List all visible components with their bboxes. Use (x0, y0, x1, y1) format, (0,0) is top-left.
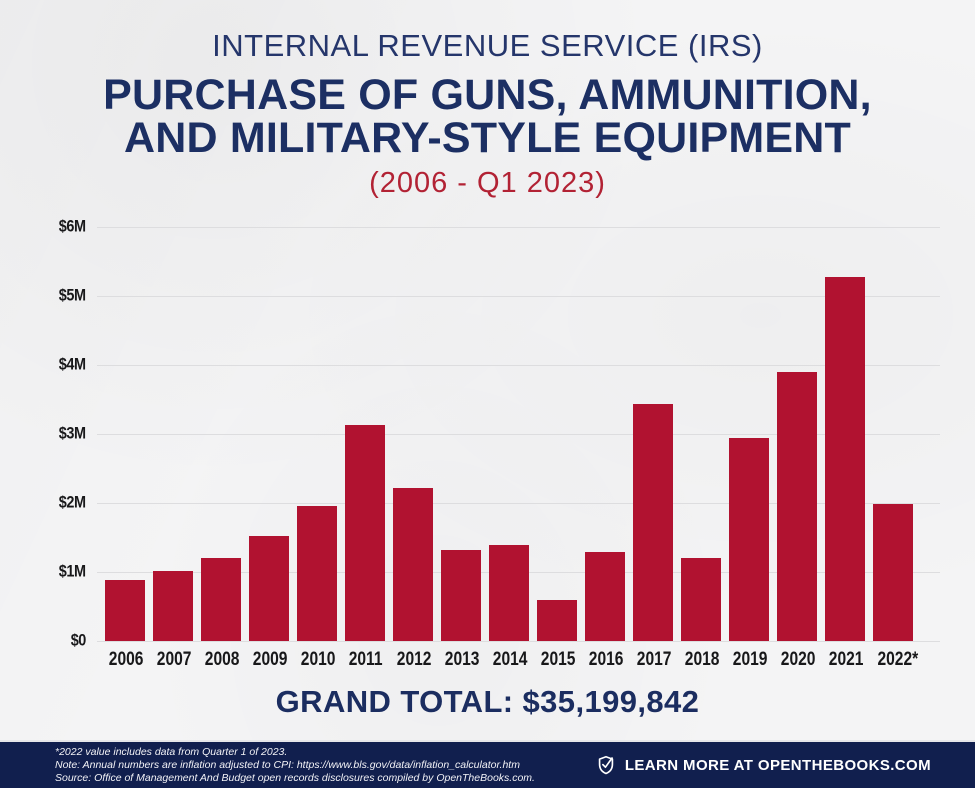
bar-2007 (153, 570, 193, 641)
bar-2010 (297, 506, 337, 641)
learn-more-cta: LEARN MORE AT OPENTHEBOOKS.COM (595, 754, 931, 776)
grand-total: GRAND TOTAL: $35,199,842 (275, 684, 700, 719)
x-tick-2016: 2016 (588, 649, 624, 670)
bar-2012 (393, 487, 433, 641)
x-tick-2015: 2015 (540, 649, 576, 670)
gridline-5m (97, 295, 940, 297)
x-axis-labels: 2006 2007 2008 2009 2010 2011 2012 2013 2014 2015… (105, 649, 919, 671)
x-tick-2019: 2019 (732, 649, 768, 670)
title-agency: INTERNAL REVENUE SERVICE (IRS) (212, 28, 763, 63)
y-tick-4m: $4M (59, 354, 86, 374)
x-tick-2006: 2006 (108, 649, 144, 670)
y-tick-5m: $5M (59, 285, 86, 305)
bar-2011 (345, 425, 385, 641)
y-tick-1m: $1M (59, 561, 86, 581)
x-tick-2020: 2020 (780, 649, 816, 670)
bar-2017 (633, 404, 673, 641)
footer-note-source: Source: Office of Management And Budget … (55, 771, 535, 784)
x-tick-2009: 2009 (252, 649, 288, 670)
footer-bar: *2022 value includes data from Quarter 1… (0, 740, 975, 788)
x-tick-2014: 2014 (492, 649, 528, 670)
bar-2014 (489, 545, 529, 641)
x-tick-2012: 2012 (396, 649, 432, 670)
title-date-range: (2006 - Q1 2023) (369, 167, 606, 199)
bar-series (105, 227, 913, 641)
y-tick-3m: $3M (59, 423, 86, 443)
footer-notes: *2022 value includes data from Quarter 1… (55, 746, 535, 785)
y-tick-2m: $2M (59, 492, 86, 512)
x-tick-2018: 2018 (684, 649, 720, 670)
gridline-0 (97, 641, 940, 642)
bar-2015 (537, 599, 577, 641)
y-tick-0: $0 (70, 630, 87, 650)
bar-2016 (585, 552, 625, 641)
gridline-2m (97, 502, 940, 504)
x-tick-2011: 2011 (348, 649, 383, 670)
bar-2019 (729, 438, 769, 641)
learn-more-text: LEARN MORE AT OPENTHEBOOKS.COM (624, 756, 931, 774)
bar-2013 (441, 549, 481, 641)
bar-2008 (201, 558, 241, 641)
title-main-line1: PURCHASE OF GUNS, AMMUNITION, (103, 71, 872, 119)
x-tick-2013: 2013 (444, 649, 480, 670)
x-tick-2008: 2008 (204, 649, 240, 670)
bar-2006 (105, 580, 145, 641)
shield-check-icon (595, 754, 617, 776)
bar-2018 (681, 558, 721, 641)
title-main-line2: AND MILITARY-STYLE EQUIPMENT (123, 114, 852, 162)
header: INTERNAL REVENUE SERVICE (IRS) PURCHASE … (0, 28, 975, 200)
gridline-6m (97, 227, 940, 228)
gridline-4m (97, 364, 940, 366)
bar-2020 (777, 371, 817, 641)
title-main: PURCHASE OF GUNS, AMMUNITION, AND MILITA… (0, 74, 975, 160)
footer-note-q1: *2022 value includes data from Quarter 1… (55, 745, 288, 758)
x-tick-2017: 2017 (636, 649, 672, 670)
gridline-3m (97, 434, 940, 435)
bar-2009 (249, 536, 289, 641)
x-tick-2021: 2021 (828, 649, 864, 670)
y-axis-labels: $6M $5M $4M $3M $2M $1M $0 (0, 217, 86, 650)
x-tick-2022: 2022* (877, 649, 919, 670)
footer-note-cpi: Note: Annual numbers are inflation adjus… (55, 758, 520, 771)
x-tick-2010: 2010 (300, 649, 336, 670)
bar-2021 (825, 277, 865, 641)
bar-2022 (873, 504, 913, 641)
x-tick-2007: 2007 (156, 649, 192, 670)
y-tick-6m: $6M (59, 216, 86, 236)
